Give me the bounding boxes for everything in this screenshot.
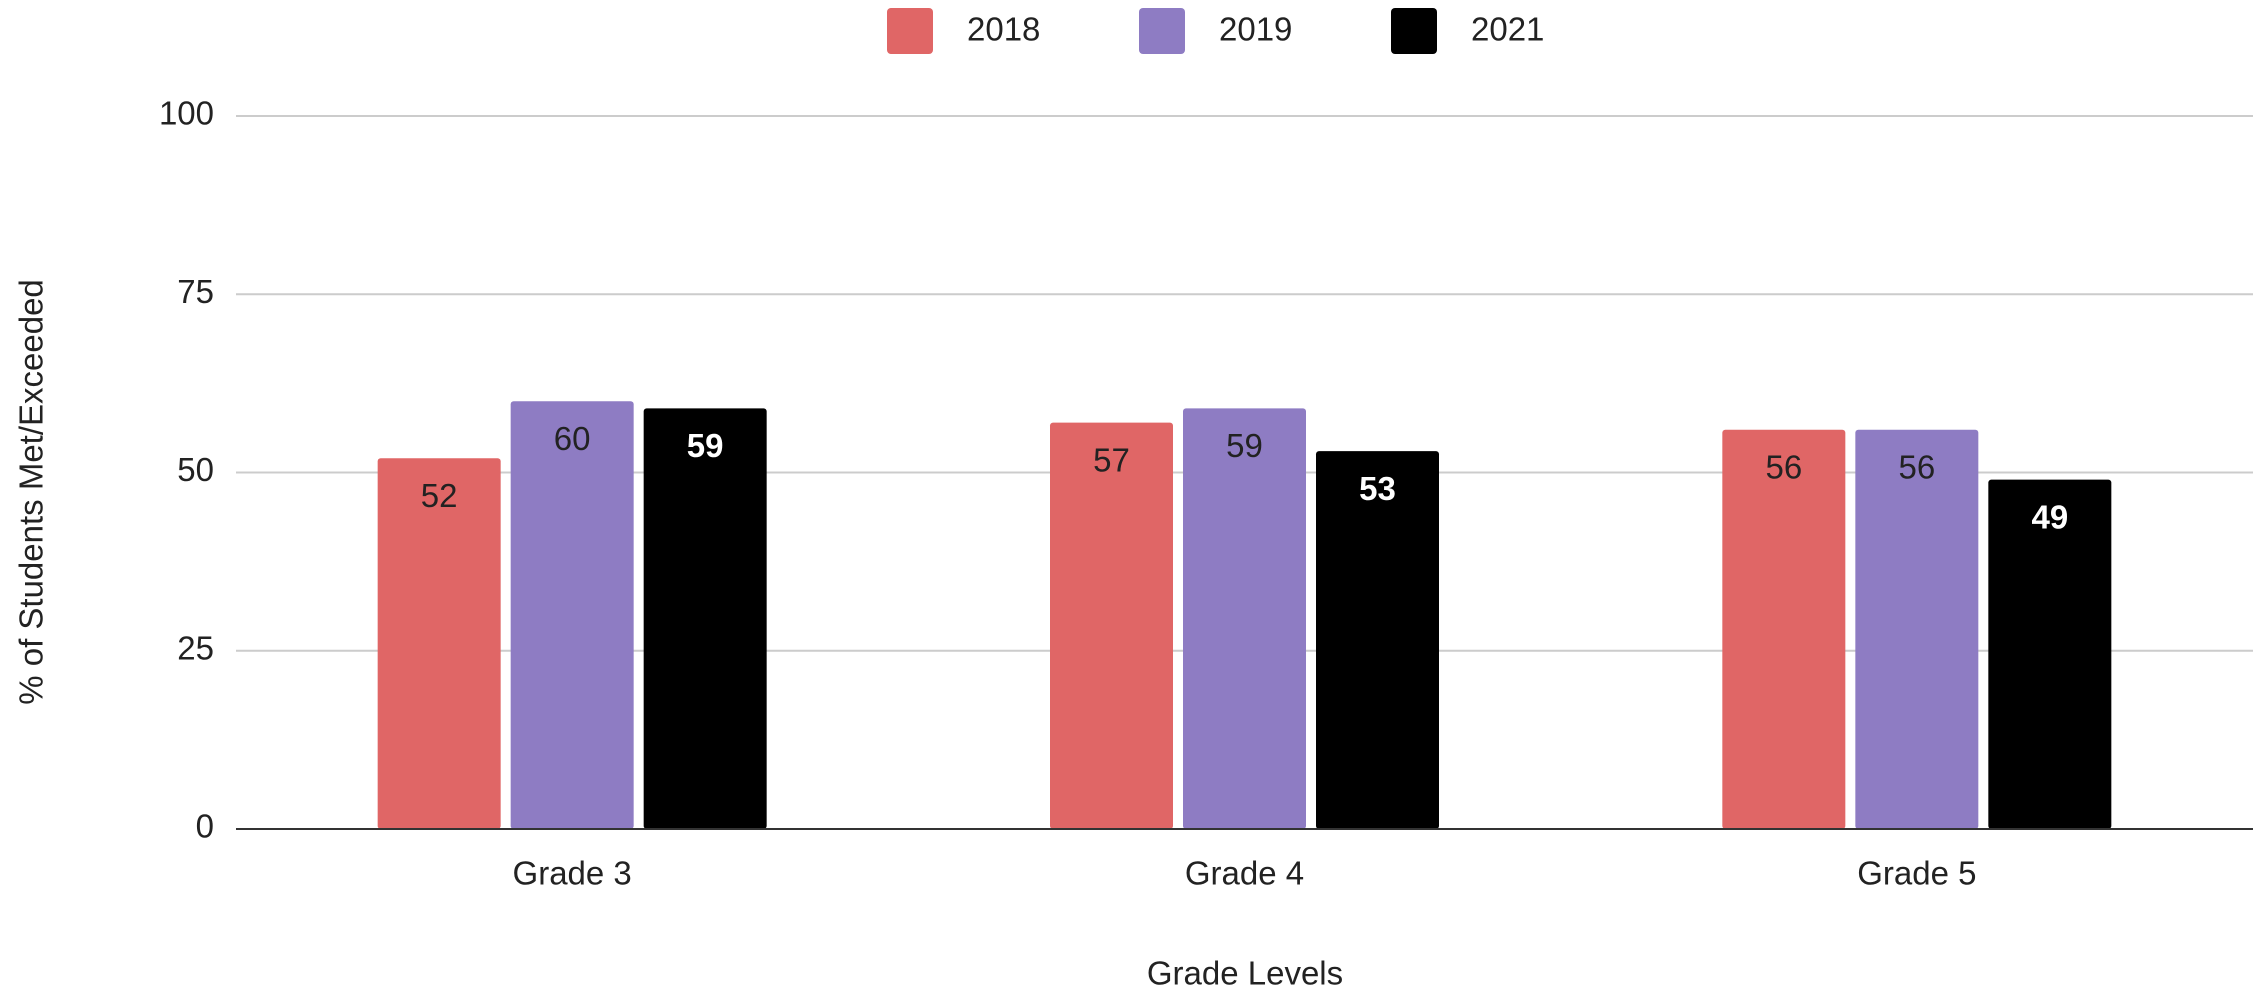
y-tick-label: 50: [177, 451, 214, 488]
bar: [1855, 429, 1979, 829]
y-tick-label: 25: [177, 629, 214, 666]
bar: [1050, 422, 1173, 829]
bar: [1183, 408, 1306, 829]
legend-swatch: [887, 8, 933, 54]
legend-swatch: [1391, 8, 1437, 54]
bar: [1316, 451, 1439, 829]
y-tick-label: 0: [196, 808, 214, 845]
bar: [1722, 429, 1846, 829]
data-label: 59: [687, 427, 724, 464]
y-tick-label: 75: [177, 273, 214, 310]
legend-label: 2019: [1219, 11, 1292, 48]
data-label: 57: [1093, 441, 1130, 478]
y-tick-label: 100: [159, 95, 214, 132]
legend-label: 2018: [967, 11, 1040, 48]
legend-swatch: [1139, 8, 1185, 54]
x-tick-label: Grade 5: [1857, 855, 1976, 892]
data-label: 60: [554, 420, 591, 457]
bar: [510, 401, 634, 829]
data-label: 56: [1765, 448, 1802, 485]
y-axis-title: % of Students Met/Exceeded: [13, 279, 50, 705]
x-axis-title: Grade Levels: [1147, 955, 1343, 992]
data-label: 59: [1226, 427, 1263, 464]
data-label: 49: [2031, 498, 2068, 535]
x-tick-label: Grade 4: [1185, 855, 1304, 892]
legend-label: 2021: [1471, 11, 1544, 48]
data-label: 53: [1359, 470, 1396, 507]
data-label: 52: [421, 477, 458, 514]
bar: [377, 458, 501, 829]
bar: [643, 408, 767, 829]
data-label: 56: [1898, 448, 1935, 485]
bar: [1988, 479, 2112, 829]
x-tick-label: Grade 3: [513, 855, 632, 892]
